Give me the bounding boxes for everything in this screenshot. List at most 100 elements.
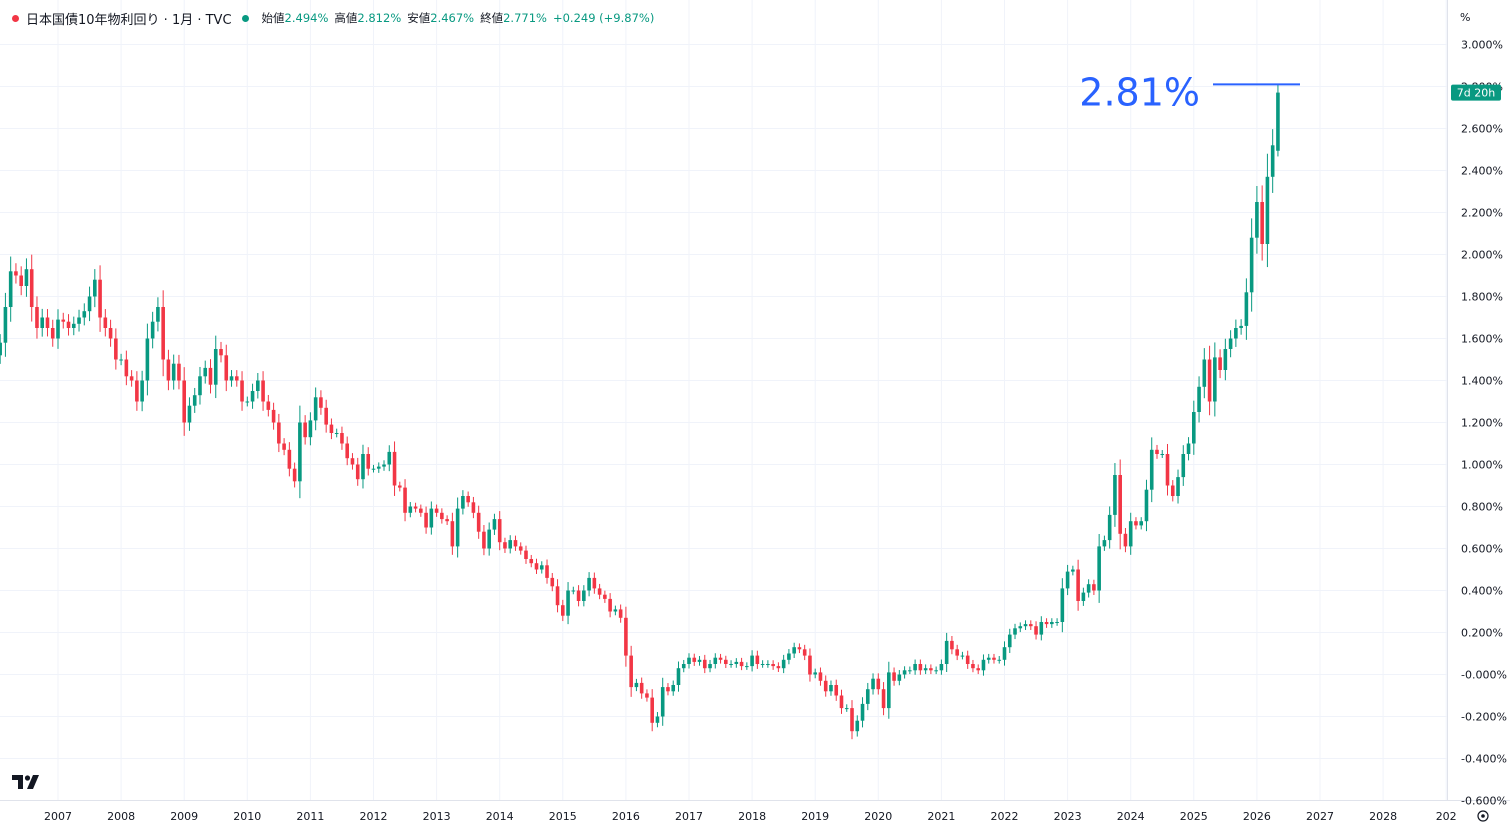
candle-body	[708, 664, 712, 669]
candle	[1002, 641, 1007, 666]
candle	[1260, 185, 1264, 261]
candle	[182, 367, 186, 436]
candle-body	[93, 279, 97, 297]
candle	[1244, 278, 1249, 340]
candle-body	[887, 672, 891, 709]
time-tick-label: 2013	[423, 810, 451, 823]
price-tick-label: 0.600%	[1461, 543, 1503, 556]
candle-body	[908, 670, 912, 672]
price-tick-label: -0.600%	[1461, 795, 1507, 808]
candle	[645, 689, 649, 702]
candle	[98, 265, 102, 332]
candle	[382, 460, 386, 471]
price-tick-label: 1.000%	[1461, 459, 1503, 472]
candle	[45, 309, 50, 337]
settings-gear-icon[interactable]	[1477, 810, 1489, 822]
candle-body	[876, 678, 881, 690]
candle	[1044, 618, 1049, 628]
candle	[724, 655, 728, 669]
candle-body	[1013, 628, 1017, 635]
time-tick-label: 2009	[170, 810, 198, 823]
price-annotation[interactable]: 2.81%	[1079, 70, 1300, 114]
candle	[750, 650, 754, 672]
candle	[392, 441, 397, 496]
time-tick-label: 2012	[360, 810, 388, 823]
candle	[261, 371, 265, 411]
price-axis[interactable]: 3.000%2.800%2.600%2.400%2.200%2.000%1.80…	[1461, 39, 1507, 808]
candle	[1197, 376, 1201, 423]
candle-body	[476, 512, 481, 532]
candle-body	[645, 693, 649, 698]
candle-body	[135, 380, 139, 402]
candle	[745, 662, 749, 670]
candle	[918, 659, 923, 675]
candle	[1165, 443, 1170, 496]
candle-body	[1213, 357, 1217, 402]
symbol-title[interactable]: 日本国債10年物利回り · 1月 · TVC	[26, 12, 232, 28]
candle	[582, 585, 586, 607]
candle	[1007, 628, 1012, 653]
candle-body	[50, 328, 55, 339]
candle	[1134, 517, 1138, 530]
candle	[1213, 342, 1217, 417]
candle-body	[229, 376, 234, 381]
price-tick-label: 2.200%	[1461, 207, 1503, 220]
candle-body	[71, 323, 76, 328]
tradingview-logo-icon[interactable]	[12, 773, 44, 791]
time-tick-label: 2024	[1117, 810, 1145, 823]
chart-legend[interactable]: 日本国債10年物利回り · 1月 · TVC 始値 2.494% 高値 2.812%…	[12, 9, 654, 28]
candle	[781, 654, 786, 674]
candle-body	[1149, 449, 1154, 490]
candle-body	[182, 380, 186, 423]
candle-body	[760, 664, 765, 665]
candle-body	[108, 328, 113, 339]
time-axis[interactable]: 2007 2008 2009 2010 2011 2012 2013 2014 2015 2016…	[44, 810, 1457, 823]
candle	[929, 664, 933, 675]
price-tick-label: 0.200%	[1461, 627, 1503, 640]
price-tick-label: -0.400%	[1461, 753, 1507, 766]
high-value: 2.812%	[357, 11, 402, 25]
candle-body	[87, 296, 92, 312]
candle-body	[576, 590, 581, 601]
candle-body	[24, 269, 29, 286]
candle-body	[960, 655, 965, 657]
candle-body	[1097, 546, 1101, 591]
candle	[776, 662, 781, 672]
candle	[476, 505, 481, 539]
candle	[1102, 535, 1107, 551]
candle-body	[603, 594, 607, 599]
price-tick-label: 2.600%	[1461, 123, 1503, 136]
candle-body	[119, 359, 123, 361]
candle	[440, 508, 444, 524]
price-tick-label: 0.800%	[1461, 501, 1503, 514]
candle	[508, 535, 513, 554]
candle-body	[277, 422, 281, 444]
candle-body	[713, 657, 718, 664]
candle-body	[329, 424, 334, 433]
candle	[739, 657, 744, 671]
price-tick-label: 2.400%	[1461, 165, 1503, 178]
price-tick-label: 3.000%	[1461, 39, 1503, 52]
candle-body	[287, 449, 292, 469]
price-tick-label: -0.000%	[1461, 669, 1507, 682]
candle	[124, 350, 129, 386]
candle	[597, 583, 602, 600]
candle-body	[1165, 454, 1170, 486]
candle-body	[1081, 592, 1086, 601]
candle-body	[313, 397, 318, 421]
candle-body	[366, 454, 371, 469]
candle	[14, 263, 18, 284]
candle	[145, 323, 150, 396]
candle	[166, 349, 171, 391]
candle-body	[724, 659, 728, 664]
candle-body	[397, 485, 402, 488]
candle-body	[1044, 622, 1049, 625]
candle	[93, 269, 97, 308]
time-tick-label: 2027	[1306, 810, 1334, 823]
candle-body	[308, 420, 313, 438]
candle-body	[219, 349, 223, 356]
candle-body	[292, 468, 297, 482]
candle-body	[161, 307, 165, 360]
candle	[487, 522, 491, 556]
